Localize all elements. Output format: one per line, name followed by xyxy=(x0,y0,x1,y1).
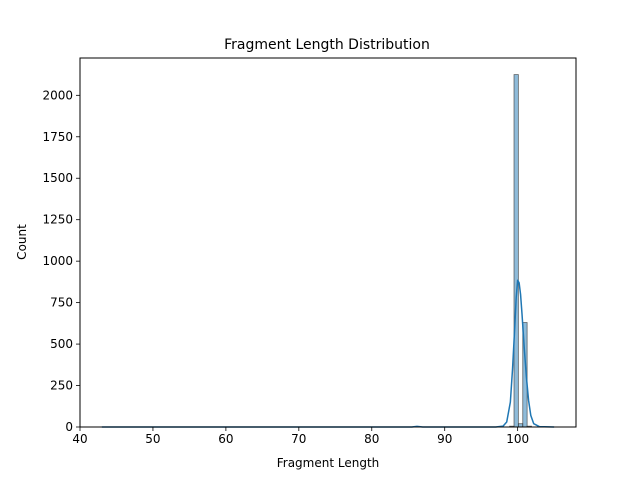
x-tick-label-60: 60 xyxy=(218,432,233,446)
x-tick-label-50: 50 xyxy=(145,432,160,446)
x-tick-label-40: 40 xyxy=(72,432,87,446)
kde-line xyxy=(101,279,555,428)
y-axis-label: Count xyxy=(15,224,29,260)
y-tick-label-1000: 1000 xyxy=(42,254,73,268)
kde-curve xyxy=(101,279,555,428)
y-tick-label-500: 500 xyxy=(50,337,73,351)
histogram-bar-1 xyxy=(513,74,519,428)
x-tick-label-70: 70 xyxy=(291,432,306,446)
y-axis-ticks: 0 250 500 750 1000 1250 1500 1750 2000 xyxy=(42,88,80,434)
x-tick-label-90: 90 xyxy=(437,432,452,446)
x-tick-label-80: 80 xyxy=(364,432,379,446)
x-tick-label-100: 100 xyxy=(506,432,529,446)
y-tick-label-250: 250 xyxy=(50,379,73,393)
y-tick-label-1750: 1750 xyxy=(42,130,73,144)
y-tick-label-0: 0 xyxy=(65,420,73,434)
y-tick-label-1500: 1500 xyxy=(42,171,73,185)
x-axis-label: Fragment Length xyxy=(277,456,380,470)
plot-frame xyxy=(79,57,577,428)
chart-title: Fragment Length Distribution xyxy=(224,37,430,53)
x-axis-ticks: 40 50 60 70 80 90 100 xyxy=(72,427,529,446)
y-tick-label-750: 750 xyxy=(50,296,73,310)
y-tick-label-2000: 2000 xyxy=(42,88,73,102)
y-tick-label-1250: 1250 xyxy=(42,213,73,227)
